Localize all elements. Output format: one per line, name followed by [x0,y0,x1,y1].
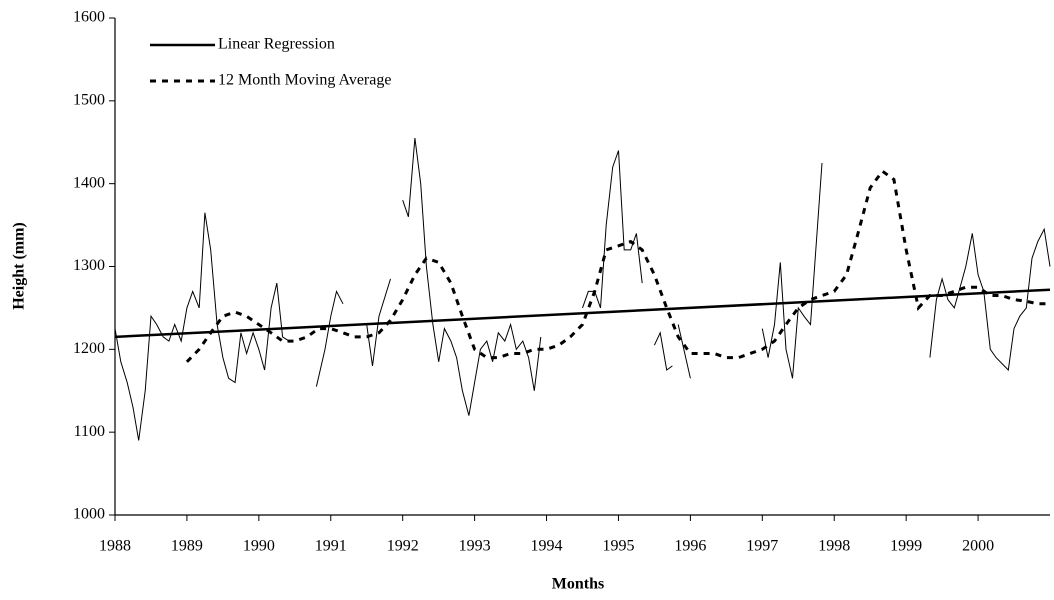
y-tick-label: 1600 [73,9,105,26]
x-tick-label: 1994 [531,538,563,555]
legend-label: 12 Month Moving Average [218,72,391,89]
series-line [114,212,290,441]
series-line [315,289,344,387]
series-line [653,331,673,371]
x-tick-label: 1996 [674,538,706,555]
x-tick-label: 1999 [890,538,922,555]
series-line [582,150,643,309]
series-line [929,227,1051,372]
x-axis-label: Months [552,576,604,593]
x-tick-label: 1993 [459,538,491,555]
series-line [677,324,691,379]
y-tick-label: 1400 [73,174,105,191]
legend-label: Linear Regression [218,36,335,53]
x-tick-label: 1990 [243,538,275,555]
x-tick-label: 1988 [99,538,131,555]
x-tick-label: 1995 [602,538,634,555]
y-tick-label: 1000 [73,506,105,523]
y-tick-label: 1300 [73,257,105,274]
y-axis-label: Height (mm) [11,222,28,310]
y-tick-label: 1500 [73,92,105,109]
series-line [185,169,1050,363]
series-line [366,278,391,366]
x-tick-label: 1992 [387,538,419,555]
x-tick-label: 1989 [171,538,203,555]
x-tick-label: 2000 [962,538,994,555]
series-line [761,162,823,379]
y-tick-label: 1200 [73,340,105,357]
x-tick-label: 1997 [746,538,778,555]
series-line [114,288,1051,339]
series-line [402,138,542,416]
y-tick-label: 1100 [74,423,105,440]
x-tick-label: 1998 [818,538,850,555]
x-tick-label: 1991 [315,538,347,555]
